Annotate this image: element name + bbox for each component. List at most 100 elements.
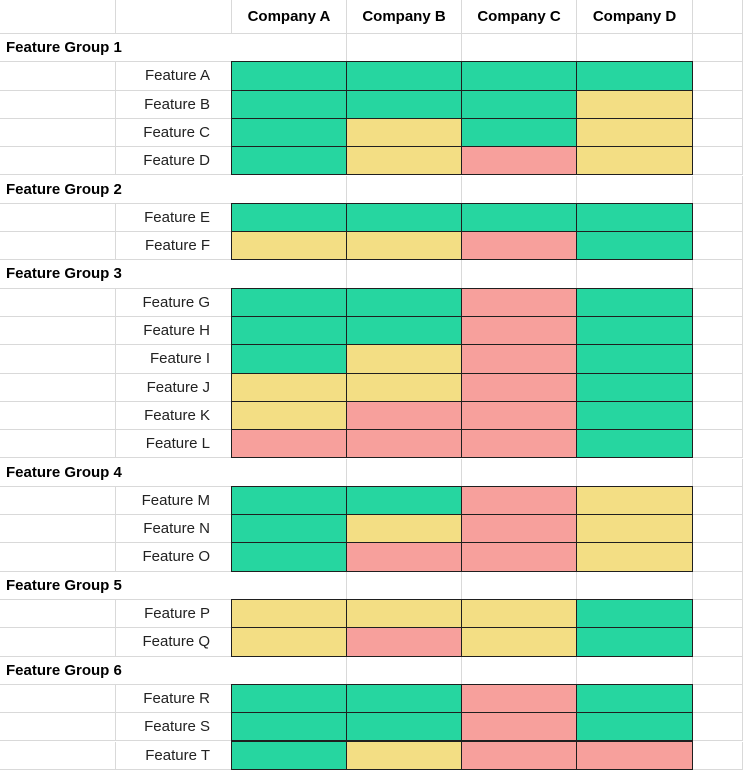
- feature-label[interactable]: Feature J: [116, 373, 232, 402]
- rating-cell-green[interactable]: [346, 287, 462, 317]
- rating-cell-green[interactable]: [231, 712, 347, 742]
- column-header-company[interactable]: Company B: [347, 0, 462, 34]
- rating-cell-green[interactable]: [231, 683, 347, 714]
- header-blank-cell[interactable]: [116, 0, 232, 34]
- rating-cell-yellow[interactable]: [576, 485, 693, 516]
- rating-cell-yellow[interactable]: [346, 514, 462, 544]
- rating-cell-yellow[interactable]: [231, 231, 347, 261]
- empty-cell[interactable]: [693, 458, 743, 487]
- rating-cell-yellow[interactable]: [231, 599, 347, 629]
- empty-cell[interactable]: [693, 600, 743, 629]
- feature-label[interactable]: Feature F: [116, 232, 232, 261]
- empty-cell[interactable]: [693, 713, 743, 742]
- empty-cell[interactable]: [347, 571, 462, 600]
- feature-group-label[interactable]: Feature Group 5: [0, 572, 232, 600]
- rating-cell-green[interactable]: [576, 202, 693, 233]
- rating-cell-green[interactable]: [576, 627, 693, 657]
- empty-cell[interactable]: [693, 430, 743, 459]
- rating-cell-yellow[interactable]: [576, 89, 693, 119]
- empty-cell[interactable]: [0, 118, 116, 148]
- empty-cell[interactable]: [577, 175, 693, 204]
- rating-cell-red[interactable]: [231, 429, 347, 459]
- rating-cell-red[interactable]: [461, 231, 577, 261]
- feature-label[interactable]: Feature T: [116, 741, 232, 770]
- column-header-company[interactable]: Company C: [462, 0, 577, 34]
- rating-cell-green[interactable]: [231, 740, 347, 770]
- rating-cell-green[interactable]: [231, 514, 347, 544]
- rating-cell-yellow[interactable]: [346, 344, 462, 374]
- feature-group-label[interactable]: Feature Group 3: [0, 260, 232, 289]
- empty-cell[interactable]: [0, 600, 116, 629]
- feature-group-label[interactable]: Feature Group 2: [0, 176, 232, 204]
- feature-label[interactable]: Feature B: [116, 90, 232, 119]
- rating-cell-red[interactable]: [461, 514, 577, 544]
- empty-cell[interactable]: [693, 288, 743, 317]
- rating-cell-yellow[interactable]: [576, 117, 693, 148]
- rating-cell-green[interactable]: [576, 599, 693, 629]
- empty-cell[interactable]: [693, 317, 743, 346]
- empty-cell[interactable]: [693, 90, 743, 119]
- rating-cell-yellow[interactable]: [231, 372, 347, 402]
- empty-cell[interactable]: [0, 90, 116, 119]
- empty-cell[interactable]: [0, 430, 116, 459]
- empty-cell[interactable]: [693, 543, 743, 572]
- feature-label[interactable]: Feature K: [116, 401, 232, 431]
- rating-cell-red[interactable]: [576, 740, 693, 770]
- empty-cell[interactable]: [462, 175, 577, 204]
- empty-cell[interactable]: [693, 345, 743, 374]
- empty-cell[interactable]: [0, 713, 116, 742]
- feature-label[interactable]: Feature O: [116, 543, 232, 572]
- empty-cell[interactable]: [693, 628, 743, 657]
- empty-cell[interactable]: [462, 34, 577, 63]
- empty-cell[interactable]: [693, 656, 743, 685]
- feature-label[interactable]: Feature H: [116, 317, 232, 346]
- feature-label[interactable]: Feature N: [116, 515, 232, 544]
- rating-cell-yellow[interactable]: [231, 627, 347, 657]
- rating-cell-green[interactable]: [346, 485, 462, 516]
- rating-cell-green[interactable]: [576, 429, 693, 459]
- empty-cell[interactable]: [693, 147, 743, 176]
- rating-cell-green[interactable]: [346, 316, 462, 346]
- feature-label[interactable]: Feature G: [116, 288, 232, 317]
- rating-cell-yellow[interactable]: [346, 146, 462, 176]
- feature-label[interactable]: Feature Q: [116, 628, 232, 657]
- rating-cell-green[interactable]: [576, 61, 693, 91]
- feature-group-label[interactable]: Feature Group 4: [0, 459, 232, 487]
- rating-cell-green[interactable]: [231, 485, 347, 516]
- empty-cell[interactable]: [232, 34, 347, 63]
- empty-cell[interactable]: [462, 571, 577, 600]
- rating-cell-yellow[interactable]: [346, 231, 462, 261]
- rating-cell-yellow[interactable]: [576, 146, 693, 176]
- empty-cell[interactable]: [577, 260, 693, 289]
- empty-cell[interactable]: [0, 486, 116, 516]
- rating-cell-yellow[interactable]: [346, 740, 462, 770]
- rating-cell-red[interactable]: [346, 400, 462, 431]
- rating-cell-red[interactable]: [461, 344, 577, 374]
- rating-cell-green[interactable]: [576, 400, 693, 431]
- empty-cell[interactable]: [347, 175, 462, 204]
- rating-cell-red[interactable]: [346, 542, 462, 572]
- rating-cell-green[interactable]: [231, 89, 347, 119]
- rating-cell-green[interactable]: [346, 202, 462, 233]
- rating-cell-green[interactable]: [461, 61, 577, 91]
- column-header-company[interactable]: Company D: [577, 0, 693, 34]
- rating-cell-green[interactable]: [576, 316, 693, 346]
- feature-label[interactable]: Feature S: [116, 713, 232, 742]
- feature-label[interactable]: Feature D: [116, 147, 232, 176]
- rating-cell-green[interactable]: [231, 287, 347, 317]
- empty-cell[interactable]: [0, 62, 116, 91]
- rating-cell-red[interactable]: [461, 146, 577, 176]
- rating-cell-red[interactable]: [461, 683, 577, 714]
- rating-cell-yellow[interactable]: [346, 372, 462, 402]
- empty-cell[interactable]: [693, 118, 743, 148]
- empty-cell[interactable]: [232, 571, 347, 600]
- empty-cell[interactable]: [693, 741, 743, 770]
- empty-cell[interactable]: [693, 373, 743, 402]
- empty-cell[interactable]: [0, 684, 116, 714]
- rating-cell-red[interactable]: [461, 400, 577, 431]
- rating-cell-green[interactable]: [346, 683, 462, 714]
- empty-cell[interactable]: [693, 203, 743, 233]
- rating-cell-green[interactable]: [576, 683, 693, 714]
- feature-label[interactable]: Feature I: [116, 345, 232, 374]
- empty-cell[interactable]: [347, 34, 462, 63]
